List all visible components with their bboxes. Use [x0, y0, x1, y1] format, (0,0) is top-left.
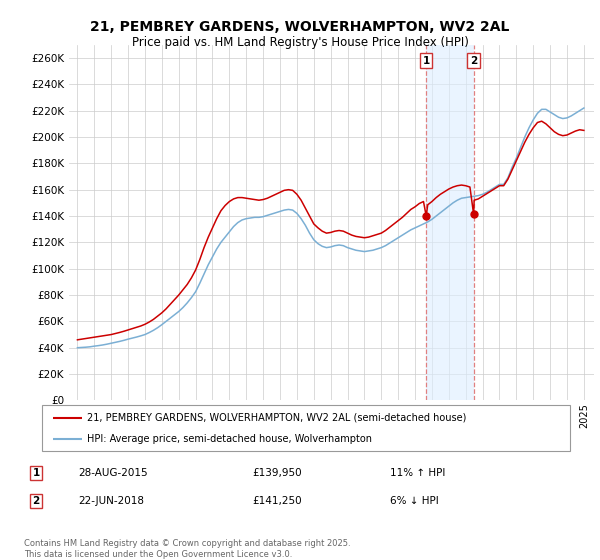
Text: 2: 2 [32, 496, 40, 506]
Text: £141,250: £141,250 [252, 496, 302, 506]
Text: 11% ↑ HPI: 11% ↑ HPI [390, 468, 445, 478]
FancyBboxPatch shape [42, 405, 570, 451]
Text: 1: 1 [32, 468, 40, 478]
Text: 28-AUG-2015: 28-AUG-2015 [78, 468, 148, 478]
Text: 22-JUN-2018: 22-JUN-2018 [78, 496, 144, 506]
Text: 21, PEMBREY GARDENS, WOLVERHAMPTON, WV2 2AL (semi-detached house): 21, PEMBREY GARDENS, WOLVERHAMPTON, WV2 … [87, 413, 466, 423]
Text: 2: 2 [470, 55, 477, 66]
Text: Price paid vs. HM Land Registry's House Price Index (HPI): Price paid vs. HM Land Registry's House … [131, 36, 469, 49]
Text: 1: 1 [422, 55, 430, 66]
Text: 21, PEMBREY GARDENS, WOLVERHAMPTON, WV2 2AL: 21, PEMBREY GARDENS, WOLVERHAMPTON, WV2 … [91, 20, 509, 34]
Text: Contains HM Land Registry data © Crown copyright and database right 2025.
This d: Contains HM Land Registry data © Crown c… [24, 539, 350, 559]
Text: HPI: Average price, semi-detached house, Wolverhampton: HPI: Average price, semi-detached house,… [87, 435, 372, 444]
Text: £139,950: £139,950 [252, 468, 302, 478]
Bar [426, 45, 473, 400]
Text: 6% ↓ HPI: 6% ↓ HPI [390, 496, 439, 506]
